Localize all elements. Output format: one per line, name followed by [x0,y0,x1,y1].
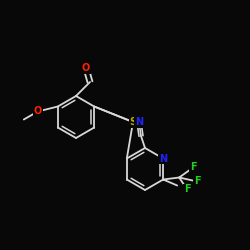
Text: F: F [190,162,196,172]
Text: O: O [34,106,42,117]
Text: N: N [159,154,167,164]
Text: S: S [130,117,136,127]
Text: N: N [135,117,143,127]
Text: F: F [194,176,200,186]
Text: F: F [184,184,190,194]
Text: O: O [82,63,90,73]
